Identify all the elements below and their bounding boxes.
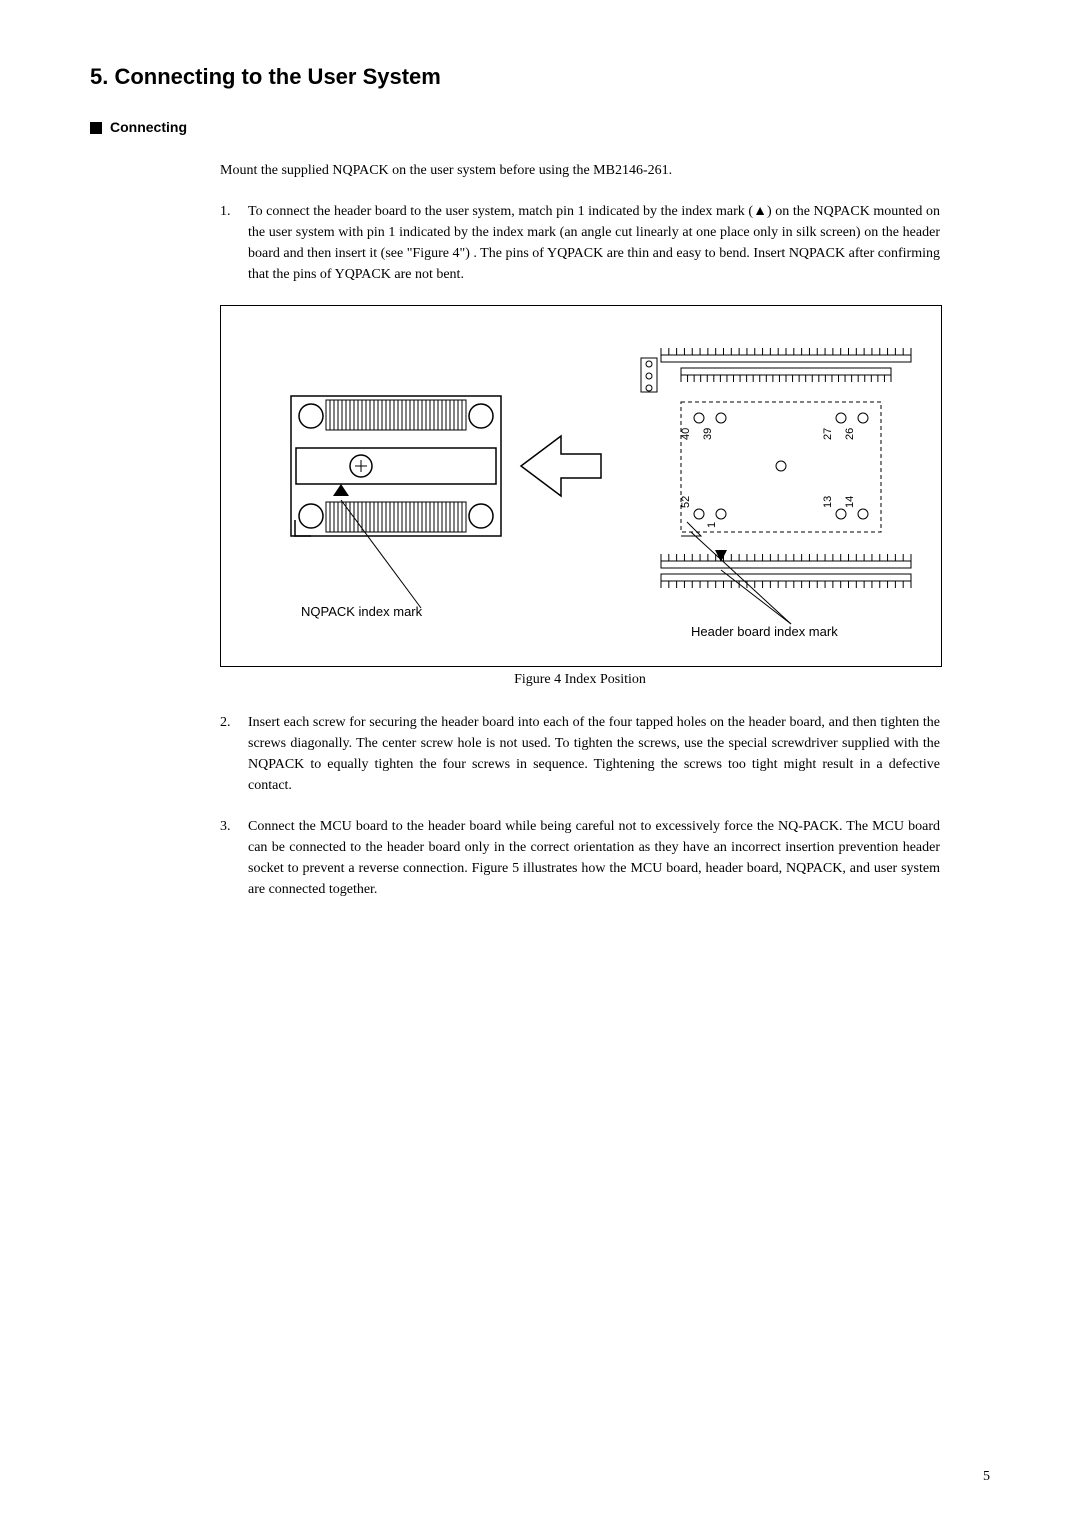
page-title: 5. Connecting to the User System xyxy=(90,60,990,93)
step-text: Insert each screw for securing the heade… xyxy=(248,712,940,796)
svg-text:40: 40 xyxy=(680,428,692,440)
step-text: Connect the MCU board to the header boar… xyxy=(248,816,940,900)
svg-text:27: 27 xyxy=(822,428,834,440)
svg-text:39: 39 xyxy=(702,428,714,440)
step-3: 3. Connect the MCU board to the header b… xyxy=(220,816,940,900)
subheading: Connecting xyxy=(90,117,990,138)
svg-text:Header board index mark: Header board index mark xyxy=(691,624,838,639)
svg-text:NQPACK index mark: NQPACK index mark xyxy=(301,604,423,619)
intro-paragraph: Mount the supplied NQPACK on the user sy… xyxy=(220,160,940,181)
square-bullet-icon xyxy=(90,122,102,134)
svg-text:14: 14 xyxy=(844,496,856,508)
step-number: 1. xyxy=(220,201,238,285)
step-text: To connect the header board to the user … xyxy=(248,201,940,285)
body-block: Mount the supplied NQPACK on the user sy… xyxy=(220,160,940,900)
figure-4-box: 40 39 27 26 52 1 13 14 NQPACK index mark Header b… xyxy=(220,305,942,667)
svg-text:1: 1 xyxy=(706,522,718,528)
subheading-text: Connecting xyxy=(110,117,187,138)
step-number: 2. xyxy=(220,712,238,796)
page-number: 5 xyxy=(983,1466,990,1487)
step-1: 1. To connect the header board to the us… xyxy=(220,201,940,285)
step-number: 3. xyxy=(220,816,238,900)
figure-4-caption: Figure 4 Index Position xyxy=(220,669,940,690)
svg-text:26: 26 xyxy=(844,428,856,440)
svg-text:13: 13 xyxy=(822,496,834,508)
figure-4-svg: 40 39 27 26 52 1 13 14 NQPACK index mark Header b… xyxy=(221,306,941,666)
svg-text:52: 52 xyxy=(680,496,692,508)
step-2: 2. Insert each screw for securing the he… xyxy=(220,712,940,796)
